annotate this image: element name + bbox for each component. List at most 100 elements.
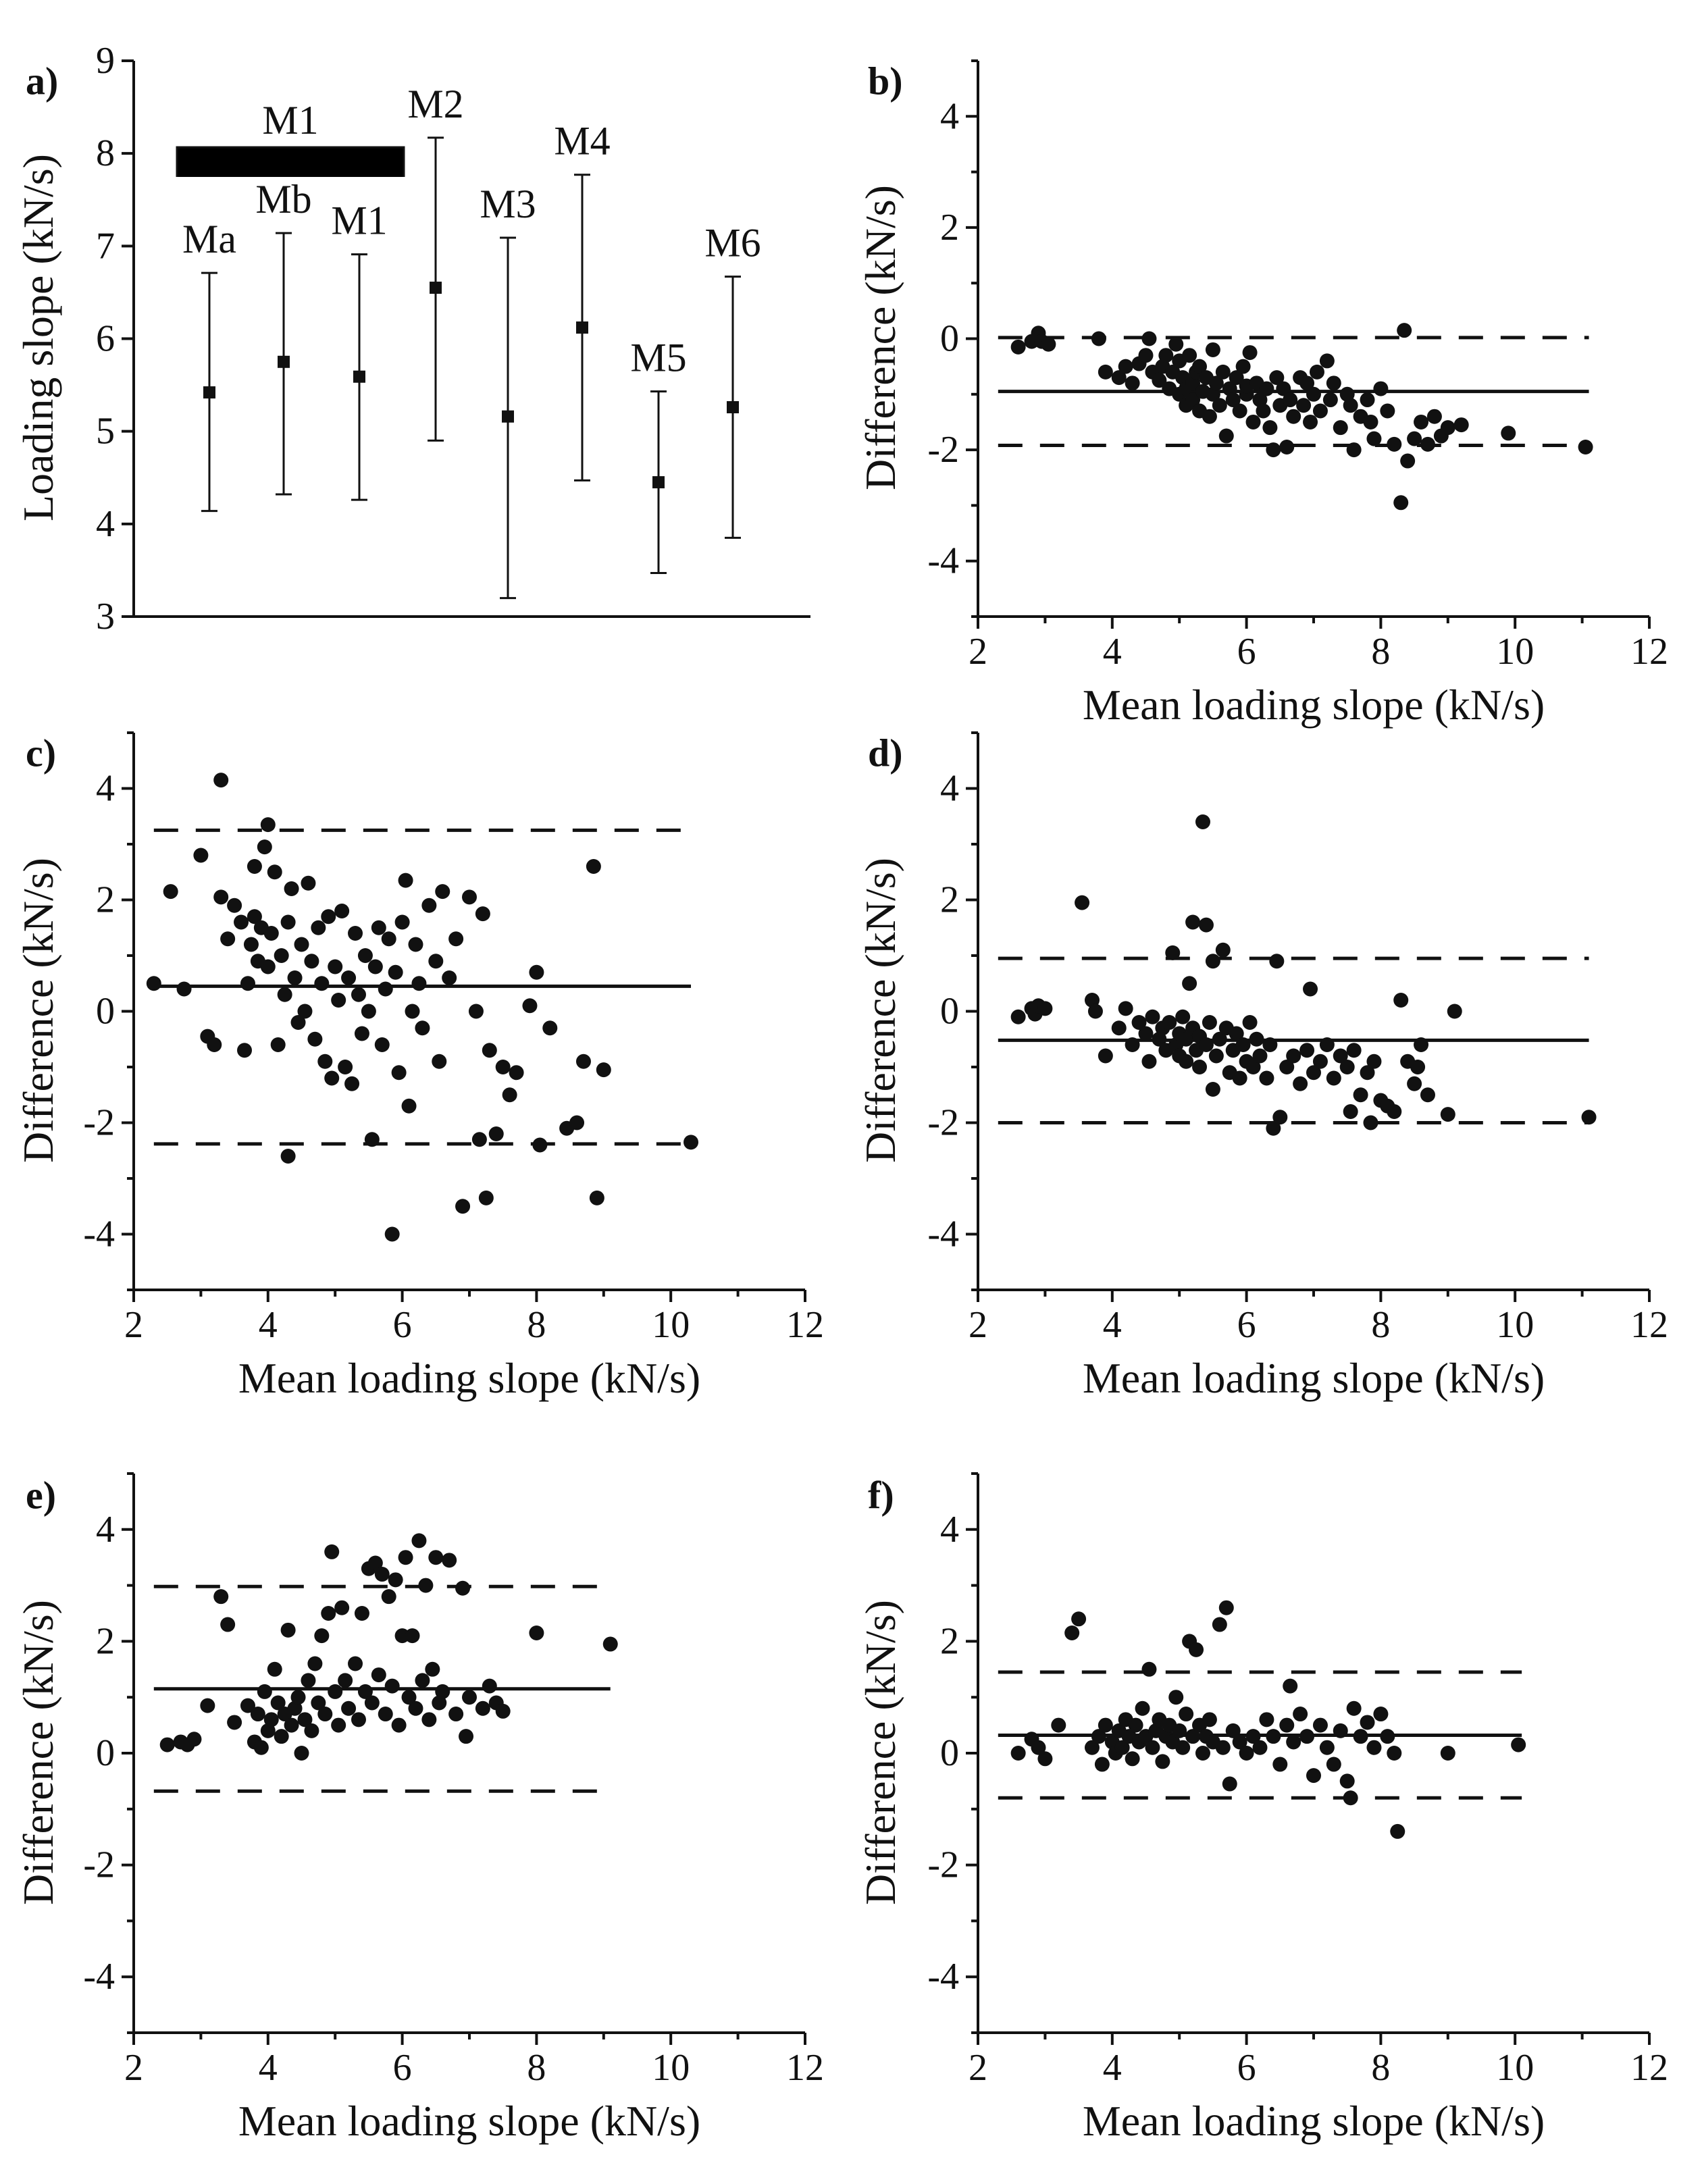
data-point <box>428 1550 444 1565</box>
data-point <box>405 1628 420 1644</box>
data-point <box>378 1707 393 1722</box>
data-point <box>432 1054 447 1069</box>
data-point <box>1453 417 1469 433</box>
data-point <box>442 1553 457 1568</box>
category-label: M5 <box>630 336 686 380</box>
data-point <box>1299 1729 1315 1744</box>
data-point <box>482 1678 497 1694</box>
data-point <box>1426 409 1442 424</box>
data-point <box>1252 1740 1268 1755</box>
y-tick-label: -4 <box>83 1214 115 1255</box>
data-point <box>317 1054 333 1069</box>
data-point <box>1225 392 1241 408</box>
data-point <box>575 1054 591 1069</box>
data-point <box>569 1115 585 1130</box>
data-point <box>442 970 457 985</box>
data-point <box>367 959 383 974</box>
data-point <box>1232 1070 1247 1086</box>
data-point <box>1581 1110 1597 1125</box>
data-point <box>411 1533 427 1549</box>
data-point <box>1339 1060 1355 1074</box>
data-point <box>1420 436 1435 452</box>
data-point <box>1269 370 1285 386</box>
data-point <box>200 1698 215 1713</box>
data-point <box>1440 1107 1455 1122</box>
data-point <box>1393 993 1409 1008</box>
data-point <box>193 848 209 863</box>
data-point <box>1087 1004 1103 1019</box>
data-point <box>348 1656 363 1671</box>
panel-f-scatter-chart: f) 4 2 0 -2 -4 2 4 6 8 10 12 Mean loading slope (kN/… <box>856 1472 1668 2145</box>
x-tick-label: 6 <box>1237 2047 1256 2089</box>
panel-label: d) <box>868 731 903 775</box>
category-label: Mb <box>255 177 311 222</box>
data-point <box>1010 339 1026 355</box>
y-tick-label: 4 <box>940 1509 959 1551</box>
data-point <box>247 859 262 874</box>
data-point <box>1205 1082 1220 1097</box>
data-point <box>314 976 330 991</box>
data-point <box>354 1606 369 1621</box>
data-point <box>1380 403 1395 419</box>
data-point <box>1212 1031 1227 1047</box>
data-point <box>344 1076 360 1091</box>
data-point <box>1031 1740 1046 1755</box>
data-point <box>475 1700 490 1716</box>
y-tick-label: 0 <box>940 318 959 360</box>
data-point <box>1125 375 1140 391</box>
data-point <box>529 964 544 980</box>
data-point <box>374 1567 390 1582</box>
data-point <box>207 1037 222 1052</box>
data-point <box>253 1740 269 1755</box>
data-point <box>1259 381 1274 396</box>
data-point <box>1165 945 1181 960</box>
data-point <box>381 1589 396 1605</box>
data-point <box>455 1580 471 1596</box>
data-point <box>314 1628 330 1644</box>
x-tick-label: 10 <box>1496 1304 1534 1346</box>
data-point <box>1010 1746 1026 1761</box>
data-point <box>1051 1717 1066 1733</box>
data-point <box>304 1723 319 1738</box>
y-axis-title: Difference (kN/s) <box>856 1600 904 1905</box>
data-point <box>234 914 249 930</box>
data-point <box>586 859 601 874</box>
data-point <box>384 1226 400 1242</box>
data-point <box>495 1703 511 1719</box>
data-point <box>301 1673 316 1688</box>
x-axis-title: Mean loading slope (kN/s) <box>238 2097 700 2145</box>
data-point <box>290 1015 306 1030</box>
data-point <box>263 926 279 941</box>
data-point <box>1387 1746 1402 1761</box>
data-point <box>462 1690 477 1705</box>
data-point <box>1141 331 1157 346</box>
data-point <box>159 1737 175 1752</box>
data-point <box>1202 1015 1217 1030</box>
data-point <box>1198 917 1214 933</box>
category-label: M2 <box>407 82 463 126</box>
data-point <box>1138 1026 1154 1041</box>
y-tick-label: -2 <box>927 1102 959 1144</box>
data-point <box>1195 814 1210 829</box>
data-point <box>415 1020 430 1036</box>
data-point <box>398 1550 413 1565</box>
x-tick-label: 10 <box>1496 2047 1534 2089</box>
category-label: M3 <box>480 182 536 226</box>
data-point <box>1245 414 1261 430</box>
data-point <box>263 1712 279 1727</box>
x-axis-title: Mean loading slope (kN/s) <box>1083 2097 1545 2145</box>
y-tick-label: -2 <box>83 1102 115 1144</box>
x-tick-label: 2 <box>969 1304 987 1346</box>
data-point <box>354 1026 369 1041</box>
data-point <box>1091 331 1106 346</box>
x-tick-label: 8 <box>527 1304 546 1346</box>
data-point <box>381 931 396 947</box>
data-point <box>227 1715 242 1730</box>
data-point <box>284 881 299 896</box>
panel-label: b) <box>868 59 903 103</box>
data-point <box>1303 414 1318 430</box>
data-point <box>1407 431 1422 446</box>
data-point <box>371 1667 386 1683</box>
data-point <box>240 976 255 991</box>
x-tick-label: 4 <box>1103 631 1122 673</box>
